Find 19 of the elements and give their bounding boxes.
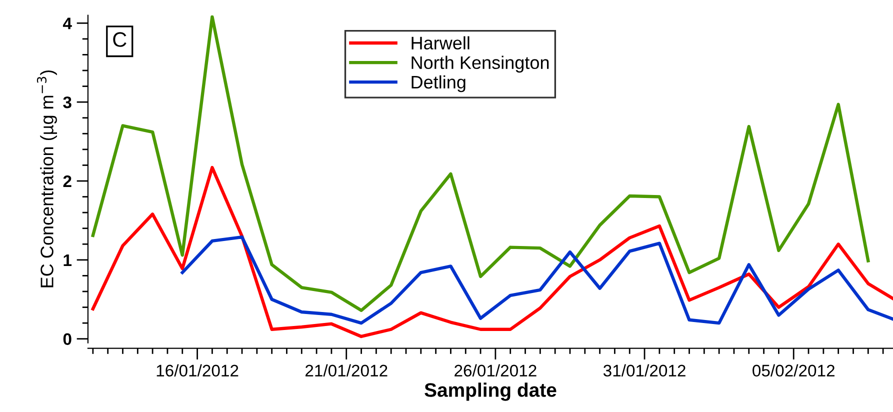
x-tick-label: 31/01/2012	[603, 364, 686, 377]
legend-label: Detling	[412, 75, 466, 92]
y-tick-label: 1	[64, 254, 72, 266]
line-series	[180, 235, 893, 325]
x-tick-label: 16/01/2012	[156, 364, 238, 377]
legend-label: Harwell	[412, 36, 470, 50]
y-tick-label: 2	[63, 175, 72, 188]
y-axis-title: EC Concentration (µg m$^{−3}$)	[36, 70, 57, 288]
x-tick-label: 21/01/2012	[306, 364, 388, 377]
y-tick-label: 3	[63, 96, 72, 108]
x-tick-label: 26/01/2012	[454, 364, 536, 377]
annotation: C	[113, 32, 126, 47]
y-tick-label: 0	[63, 333, 72, 346]
y-tick-label: 4	[62, 18, 72, 30]
legend-label: North Kensington	[412, 56, 549, 73]
x-tick-label: 05/02/2012	[752, 364, 834, 377]
x-axis-title: Sampling date	[424, 382, 556, 401]
line-series	[91, 15, 870, 312]
line-series	[91, 166, 893, 338]
